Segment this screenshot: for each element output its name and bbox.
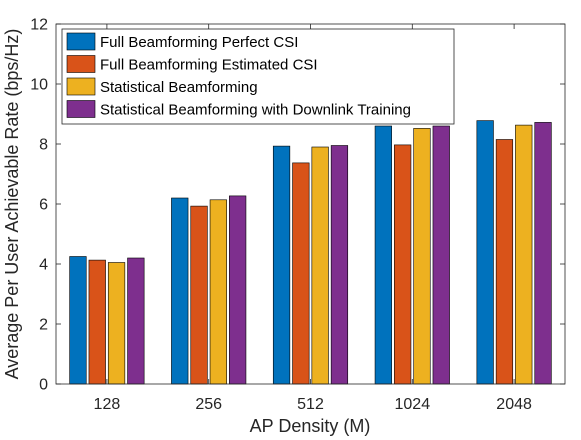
x-tick-label: 128 — [94, 396, 121, 413]
legend-label-series-4: Statistical Beamforming with Downlink Tr… — [100, 102, 411, 119]
legend-swatch-series-2 — [66, 55, 96, 73]
legend-box — [61, 28, 455, 125]
legend: Full Beamforming Perfect CSI Full Beamfor… — [61, 28, 455, 125]
y-tick-label: 8 — [39, 137, 48, 154]
y-tick-label: 6 — [39, 197, 48, 214]
bar-128-series-1 — [69, 256, 87, 385]
x-tick-label: 2048 — [496, 396, 532, 413]
bar-1024-series-4 — [432, 125, 450, 385]
legend-label-series-2: Full Beamforming Estimated CSI — [100, 57, 318, 74]
bar-256-series-2 — [190, 205, 208, 385]
x-axis-title: AP Density (M) — [250, 416, 371, 436]
bar-512-series-4 — [330, 145, 349, 385]
legend-label-series-1: Full Beamforming Perfect CSI — [100, 34, 298, 51]
bar-2048-series-3 — [515, 124, 533, 385]
bar-2048-series-2 — [495, 139, 514, 385]
bar-512-series-2 — [292, 162, 310, 385]
bar-2048-series-1 — [476, 120, 494, 385]
y-axis-title: Average Per User Achievable Rate (bps/Hz… — [2, 29, 22, 380]
y-tick-label: 2 — [39, 317, 48, 334]
bar-2048-series-4 — [534, 122, 552, 385]
bar-256-series-4 — [229, 195, 247, 385]
legend-swatch-series-1 — [66, 32, 96, 51]
y-tick-label: 4 — [39, 257, 48, 274]
y-tick-label: 0 — [39, 377, 48, 394]
ticks-layer: 128 256 512 1024 2048 0 2 4 6 8 10 12 — [30, 17, 565, 413]
bar-128-series-2 — [88, 259, 106, 385]
bar-1024-series-3 — [413, 128, 431, 385]
bar-1024-series-2 — [394, 144, 412, 385]
bar-512-series-1 — [272, 145, 291, 385]
x-tick-label: 256 — [195, 396, 222, 413]
legend-swatch-series-3 — [66, 77, 96, 96]
bar-128-series-3 — [107, 262, 126, 385]
bar-256-series-1 — [171, 197, 189, 385]
bar-128-series-4 — [127, 257, 145, 385]
y-tick-label: 12 — [30, 17, 48, 34]
x-tick-label: 512 — [297, 396, 324, 413]
legend-swatch-series-4 — [66, 100, 96, 118]
bar-256-series-3 — [209, 199, 227, 385]
bars-layer — [69, 120, 552, 385]
x-tick-label: 1024 — [395, 396, 431, 413]
y-tick-label: 10 — [30, 77, 48, 94]
bar-1024-series-1 — [374, 125, 392, 385]
bar-512-series-3 — [311, 146, 329, 385]
legend-label-series-3: Statistical Beamforming — [100, 79, 258, 96]
